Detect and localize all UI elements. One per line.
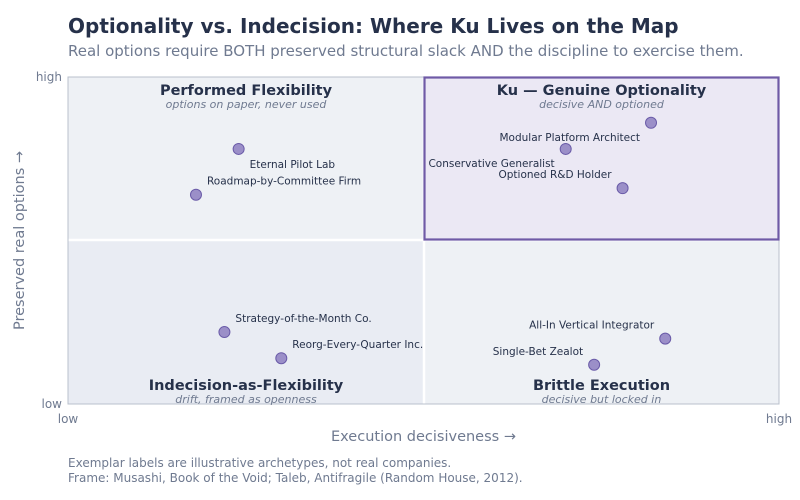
data-point <box>189 188 202 201</box>
quadrant-title-top-right: Ku — Genuine Optionality <box>497 83 707 99</box>
quadrant-subtitle-top-left: options on paper, never used <box>166 98 328 111</box>
quadrant-bottom-right <box>424 240 779 404</box>
data-point-label: Eternal Pilot Lab <box>250 159 336 171</box>
x-axis-label: Execution decisiveness → <box>331 429 516 445</box>
y-axis-label: Preserved real options → <box>12 151 28 330</box>
data-point <box>275 352 288 365</box>
footnote-sources: Frame: Musashi, Book of the Void; Taleb,… <box>68 471 523 485</box>
quadrant-subtitle-top-right: decisive AND optioned <box>539 98 665 111</box>
quadrant-subtitle-bottom-left: drift, framed as openness <box>175 393 317 406</box>
data-point <box>218 326 231 339</box>
quadrant-top-left <box>68 77 424 240</box>
y-tick-label: low <box>42 397 63 411</box>
data-point <box>588 358 601 371</box>
data-point-label: Conservative Generalist <box>428 158 554 170</box>
chart-title: Optionality vs. Indecision: Where Ku Liv… <box>68 14 679 38</box>
data-point <box>616 182 629 195</box>
data-point-label: Roadmap-by-Committee Firm <box>207 176 361 188</box>
footnote-disclaimer: Exemplar labels are illustrative archety… <box>68 456 452 470</box>
data-point <box>659 332 672 345</box>
quadrant-top-right <box>424 77 779 240</box>
quadrant-title-top-left: Performed Flexibility <box>160 83 333 99</box>
data-point-label: Modular Platform Architect <box>500 132 641 144</box>
data-point-label: Optioned R&D Holder <box>498 169 612 181</box>
data-point-label: All-In Vertical Integrator <box>529 320 655 332</box>
quadrant-title-bottom-right: Brittle Execution <box>533 378 670 394</box>
data-point <box>559 142 572 155</box>
quadrant-bottom-left <box>68 240 424 404</box>
data-point-label: Single-Bet Zealot <box>493 346 583 358</box>
highlight-border-top-right <box>423 76 780 241</box>
data-point <box>645 116 658 129</box>
data-point-label: Strategy-of-the-Month Co. <box>235 313 371 325</box>
y-tick-label: high <box>36 70 62 84</box>
data-point-label: Reorg-Every-Quarter Inc. <box>292 339 423 351</box>
quadrant-title-bottom-left: Indecision-as-Flexibility <box>149 378 344 394</box>
x-tick-label: high <box>766 412 792 426</box>
quadrant-subtitle-bottom-right: decisive but locked in <box>542 393 662 406</box>
chart-subtitle: Real options require BOTH preserved stru… <box>68 42 744 60</box>
data-point <box>232 142 245 155</box>
x-tick-label: low <box>58 412 79 426</box>
